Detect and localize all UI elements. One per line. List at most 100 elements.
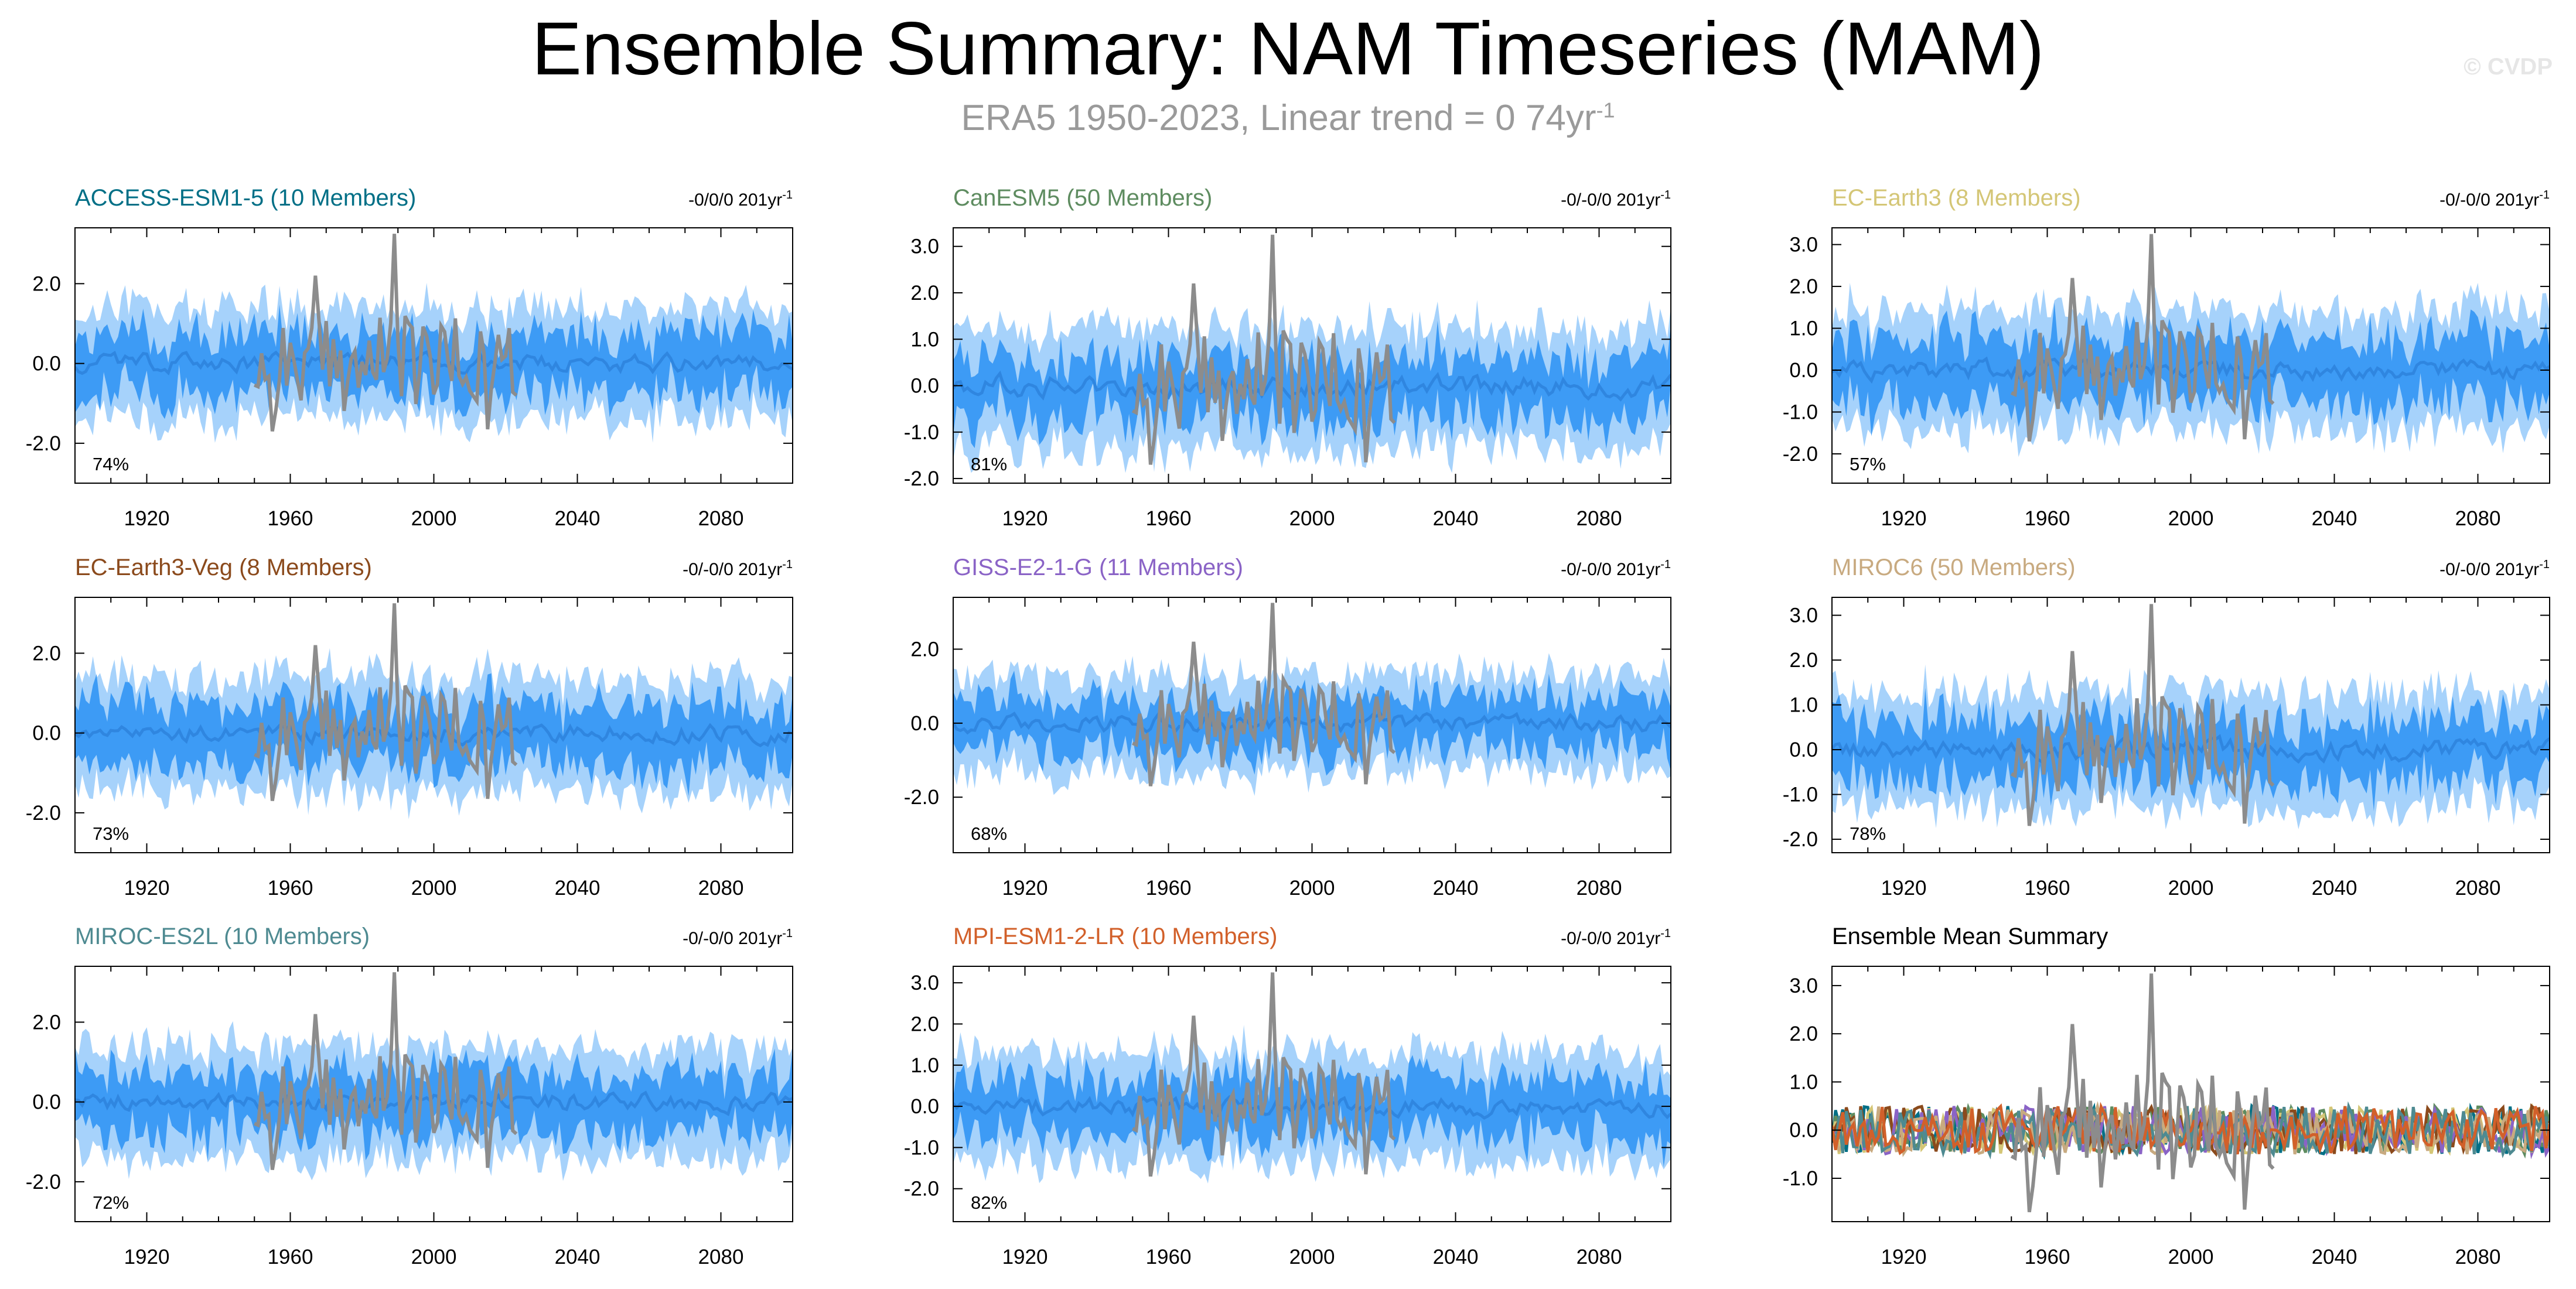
y-tick-label: 0.0 [32,722,61,745]
x-tick-label: 1920 [124,1246,170,1269]
x-tick-label: 2080 [698,877,744,900]
plot-area [953,972,1671,1184]
panel-4: GISS-E2-1-G (11 Members) -0/-0/0 201yr-1 1… [904,555,1671,900]
inner-spread-band [953,1049,1671,1168]
trend-label: -0/-0/0 201yr-1 [1561,189,1671,210]
inner-spread-band [1832,302,2550,436]
x-tick-label: 1920 [124,877,170,900]
y-tick-label: 0.0 [910,375,939,398]
inner-spread-band [953,320,1671,449]
x-tick-label: 1960 [1146,1246,1192,1269]
subtitle-superscript: -1 [1596,98,1615,122]
y-tick-label: -2.0 [1783,828,1818,851]
x-tick-label: 2080 [1577,507,1622,530]
y-tick-label: -2.0 [26,432,61,455]
x-tick-label: 1960 [2025,1246,2070,1269]
y-tick-label: 2.0 [1789,275,1818,298]
x-tick-label: 2040 [2312,1246,2357,1269]
percent-label: 78% [1850,823,1886,844]
y-tick-label: 2.0 [910,638,939,661]
x-tick-label: 2040 [555,1246,601,1269]
x-tick-label: 1920 [1881,877,1927,900]
cvdp-watermark: © CVDP [2464,54,2553,80]
x-tick-label: 2000 [2168,507,2214,530]
trend-label: -0/0/0 201yr-1 [688,189,793,210]
y-tick-label: 2.0 [910,1013,939,1035]
ensemble-mean-line [953,711,1671,735]
x-tick-label: 2080 [698,1246,744,1269]
panel-1: CanESM5 (50 Members) -0/-0/0 201yr-1 1920 1… [904,185,1671,530]
y-tick-label: -1.0 [904,421,939,444]
y-tick-label: -2.0 [26,802,61,825]
y-tick-label: 2.0 [32,1011,61,1034]
plot-area [1832,604,2550,830]
ensemble-mean-line [75,722,793,747]
x-tick-label: 2040 [1433,1246,1479,1269]
trend-label: -0/-0/0 201yr-1 [1561,927,1671,948]
x-tick-label: 2000 [411,507,457,530]
y-tick-label: 2.0 [32,642,61,665]
x-tick-label: 2040 [1433,877,1479,900]
plot-area [75,234,793,443]
x-tick-label: 1920 [1881,507,1927,530]
x-tick-label: 2040 [2312,507,2357,530]
y-tick-label: -2.0 [26,1171,61,1194]
inner-spread-band [75,1046,793,1161]
panel-title: EC-Earth3-Veg (8 Members) [75,555,372,580]
x-tick-label: 1960 [1146,877,1192,900]
x-tick-label: 1960 [268,1246,313,1269]
observations-line [254,234,518,432]
subtitle-text: ERA5 1950-2023, Linear trend = 0 74yr [961,98,1596,138]
page-title: Ensemble Summary: NAM Timeseries (MAM) [531,7,2045,91]
x-tick-label: 2080 [2455,1246,2501,1269]
y-tick-label: 1.0 [910,328,939,351]
y-tick-label: 0.0 [1789,359,1818,382]
x-tick-label: 2000 [1289,877,1335,900]
y-tick-label: 3.0 [1789,975,1818,997]
percent-label: 57% [1850,454,1886,474]
y-tick-label: 3.0 [910,235,939,258]
x-tick-label: 1960 [2025,507,2070,530]
percent-label: 72% [93,1192,129,1213]
x-tick-label: 2080 [698,507,744,530]
x-tick-label: 1920 [1002,507,1048,530]
x-tick-label: 1920 [1002,1246,1048,1269]
y-tick-label: 3.0 [1789,604,1818,627]
percent-label: 73% [93,823,129,844]
plot-area [1832,234,2550,457]
y-tick-label: 3.0 [910,972,939,994]
panel-3: EC-Earth3-Veg (8 Members) -0/-0/0 201yr-1… [26,555,793,900]
y-tick-label: 1.0 [1789,317,1818,340]
observations-line [1132,972,1396,1177]
y-tick-label: 0.0 [32,353,61,375]
x-tick-label: 2080 [2455,507,2501,530]
x-tick-label: 1920 [1002,877,1048,900]
x-tick-label: 1960 [1146,507,1192,530]
y-tick-label: 0.0 [910,712,939,735]
percent-label: 82% [971,1192,1007,1213]
observations-line [2010,973,2275,1212]
panel-7: MPI-ESM1-2-LR (10 Members) -0/-0/0 201yr-… [904,924,1671,1269]
x-tick-label: 1960 [268,877,313,900]
observations-line [254,603,518,801]
x-tick-label: 1920 [124,507,170,530]
inner-spread-band [953,671,1671,776]
plot-area [75,972,793,1181]
x-tick-label: 2080 [2455,877,2501,900]
x-tick-label: 2000 [411,1246,457,1269]
observations-line [254,972,518,1170]
y-tick-label: -2.0 [1783,443,1818,466]
percent-label: 74% [93,454,129,474]
panel-title: EC-Earth3 (8 Members) [1832,185,2081,211]
panel-0: ACCESS-ESM1-5 (10 Members) -0/0/0 201yr-1… [26,185,793,530]
plot-frame [1831,966,2550,1222]
ensemble-mean-line [75,1090,793,1116]
observations-line [1131,234,1396,465]
x-tick-label: 1920 [1881,1246,1927,1269]
plot-area [1832,973,2550,1212]
ensemble-mean-line [1832,356,2550,384]
y-tick-label: 2.0 [1789,1023,1818,1045]
x-tick-label: 2040 [555,507,601,530]
x-tick-label: 2000 [411,877,457,900]
